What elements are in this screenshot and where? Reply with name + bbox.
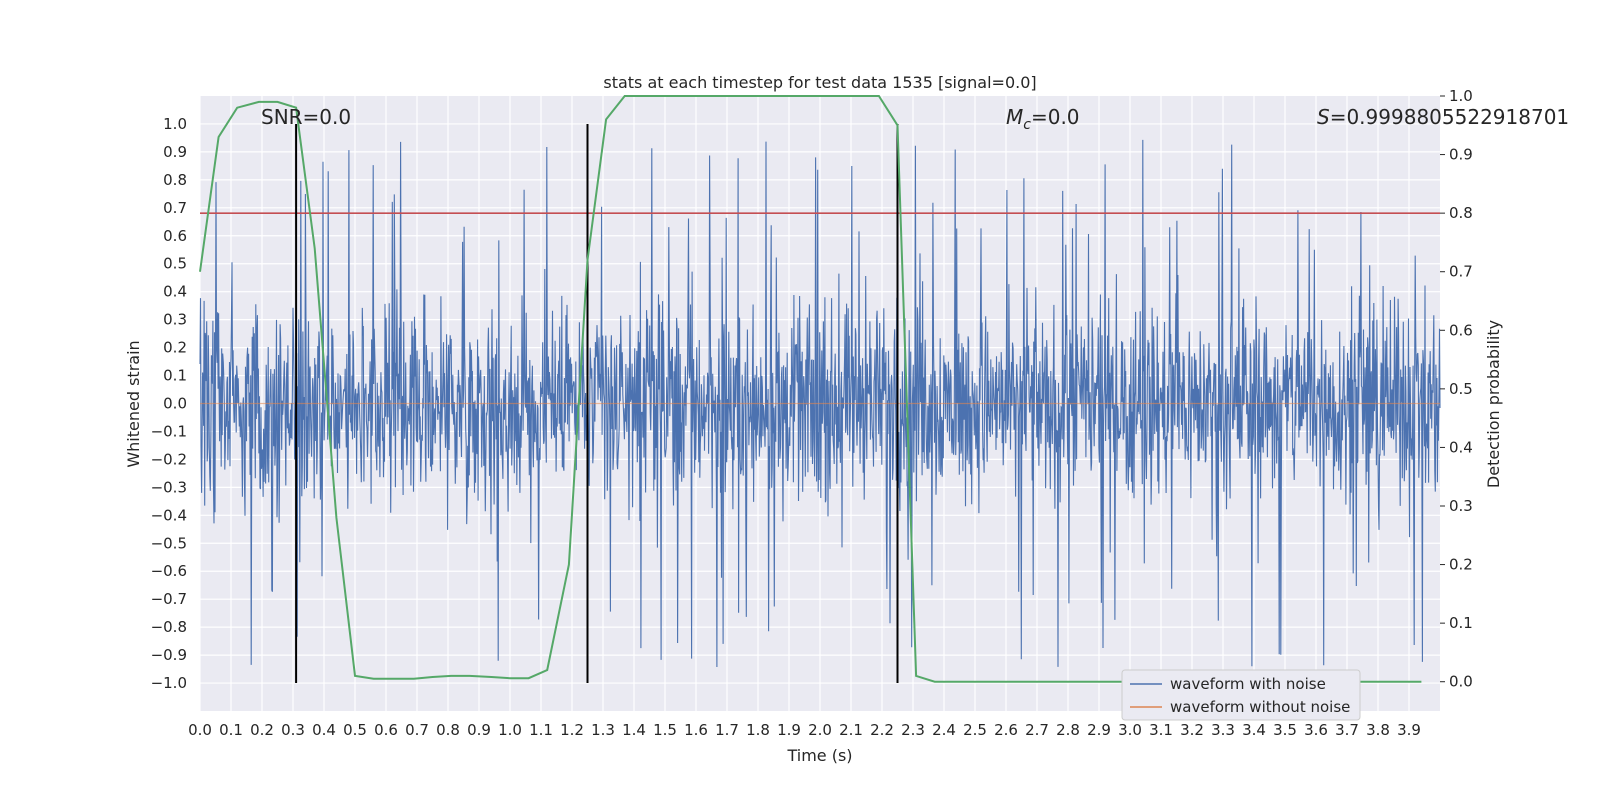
x-axis-label: Time (s) <box>786 746 852 765</box>
y-tick-label: −0.2 <box>151 450 187 468</box>
mc-subscript: c <box>1023 117 1031 133</box>
y-axis-right-label: Detection probability <box>1484 320 1503 488</box>
x-tick-label: 2.2 <box>870 721 894 739</box>
mc-annotation: Mc=0.0 <box>1006 105 1080 133</box>
x-tick-label: 1.3 <box>591 721 615 739</box>
y-tick-label: −0.8 <box>151 618 187 636</box>
y-right-tick-label: 0.3 <box>1449 497 1473 515</box>
y-tick-label: 0.6 <box>163 227 187 245</box>
x-tick-label: 1.8 <box>746 721 770 739</box>
x-tick-label: 3.9 <box>1397 721 1421 739</box>
y-right-tick-label: 0.9 <box>1449 146 1473 164</box>
x-tick-label: 3.4 <box>1242 721 1266 739</box>
x-tick-label: 0.2 <box>250 721 274 739</box>
y-tick-label: −0.6 <box>151 562 187 580</box>
legend-label-with-noise: waveform with noise <box>1170 675 1326 693</box>
x-tick-label: 2.4 <box>932 721 956 739</box>
y-tick-label: 0.7 <box>163 199 187 217</box>
y-tick-label: 0.5 <box>163 255 187 273</box>
x-tick-label: 2.1 <box>839 721 863 739</box>
x-tick-label: 0.1 <box>219 721 243 739</box>
x-tick-label: 1.7 <box>715 721 739 739</box>
x-tick-label: 0.4 <box>312 721 336 739</box>
x-tick-label: 2.3 <box>901 721 925 739</box>
waveform-with-noise-line <box>199 139 1441 668</box>
x-tick-label: 1.1 <box>529 721 553 739</box>
y-tick-label: 0.8 <box>163 171 187 189</box>
x-tick-label: 0.0 <box>188 721 212 739</box>
mc-value: =0.0 <box>1031 105 1080 129</box>
y-axis-label: Whitened strain <box>124 340 143 467</box>
waveform-with-noise-series <box>199 139 1441 668</box>
x-tick-label: 2.5 <box>963 721 987 739</box>
y-right-tick-label: 0.4 <box>1449 438 1473 456</box>
y-right-tick-label: 0.0 <box>1449 673 1473 691</box>
x-tick-label: 3.5 <box>1273 721 1297 739</box>
y-right-tick-label: 0.7 <box>1449 263 1473 281</box>
x-tick-label: 2.7 <box>1025 721 1049 739</box>
y-right-tick-label: 0.2 <box>1449 556 1473 574</box>
y-tick-label: −1.0 <box>151 674 187 692</box>
axes: 0.0 0.1 0.2 0.3 0.4 0.5 0.6 0.7 0.8 0.9 1.0 1.1 1.2 1… <box>151 87 1473 739</box>
legend: waveform with noise waveform without noi… <box>1121 669 1361 721</box>
y-right-tick-label: 0.5 <box>1449 380 1473 398</box>
x-tick-label: 3.1 <box>1149 721 1173 739</box>
x-tick-label: 3.0 <box>1118 721 1142 739</box>
y-tick-label: 0.2 <box>163 339 187 357</box>
x-tick-label: 3.2 <box>1180 721 1204 739</box>
y-tick-label: 1.0 <box>163 115 187 133</box>
x-tick-label: 1.2 <box>560 721 584 739</box>
s-annotation: S=0.999880552291870​1 <box>1317 105 1569 129</box>
y-tick-label: 0.3 <box>163 311 187 329</box>
y-tick-label: −0.3 <box>151 478 187 496</box>
x-tick-label: 3.7 <box>1335 721 1359 739</box>
y-right-tick-label: 0.8 <box>1449 204 1473 222</box>
x-tick-label: 0.5 <box>343 721 367 739</box>
y-tick-label: −0.7 <box>151 590 187 608</box>
y-tick-label: −0.9 <box>151 646 187 664</box>
x-tick-label: 2.8 <box>1056 721 1080 739</box>
x-tick-label: 2.9 <box>1087 721 1111 739</box>
y-tick-label: −0.1 <box>151 422 187 440</box>
x-tick-label: 0.7 <box>405 721 429 739</box>
y-tick-label: 0.1 <box>163 367 187 385</box>
chart-title: stats at each timestep for test data 153… <box>603 73 1036 92</box>
x-tick-label: 1.0 <box>498 721 522 739</box>
y-tick-label: 0.4 <box>163 283 187 301</box>
y-tick-label: −0.5 <box>151 534 187 552</box>
s-value: =0.999880552291870​1 <box>1330 105 1569 129</box>
mc-symbol: M <box>1006 105 1023 129</box>
x-tick-label: 0.9 <box>467 721 491 739</box>
x-tick-label: 2.0 <box>808 721 832 739</box>
y-right-tick-label: 1.0 <box>1449 87 1473 105</box>
x-tick-label: 0.3 <box>281 721 305 739</box>
legend-box <box>1121 669 1361 721</box>
x-tick-label: 1.9 <box>777 721 801 739</box>
y-tick-label: −0.4 <box>151 506 187 524</box>
x-tick-label: 3.8 <box>1366 721 1390 739</box>
x-tick-label: 1.5 <box>653 721 677 739</box>
x-tick-label: 1.6 <box>684 721 708 739</box>
y-tick-label: 0.0 <box>163 395 187 413</box>
x-tick-label: 0.6 <box>374 721 398 739</box>
y-right-tick-label: 0.6 <box>1449 321 1473 339</box>
x-tick-label: 0.8 <box>436 721 460 739</box>
legend-label-without-noise: waveform without noise <box>1170 698 1350 716</box>
x-tick-label: 3.6 <box>1304 721 1328 739</box>
s-symbol: S <box>1317 105 1330 129</box>
y-right-tick-label: 0.1 <box>1449 614 1473 632</box>
x-tick-label: 2.6 <box>994 721 1018 739</box>
x-tick-label: 3.3 <box>1211 721 1235 739</box>
y-tick-label: 0.9 <box>163 143 187 161</box>
x-tick-label: 1.4 <box>622 721 646 739</box>
snr-annotation: SNR=0.0 <box>261 105 351 129</box>
